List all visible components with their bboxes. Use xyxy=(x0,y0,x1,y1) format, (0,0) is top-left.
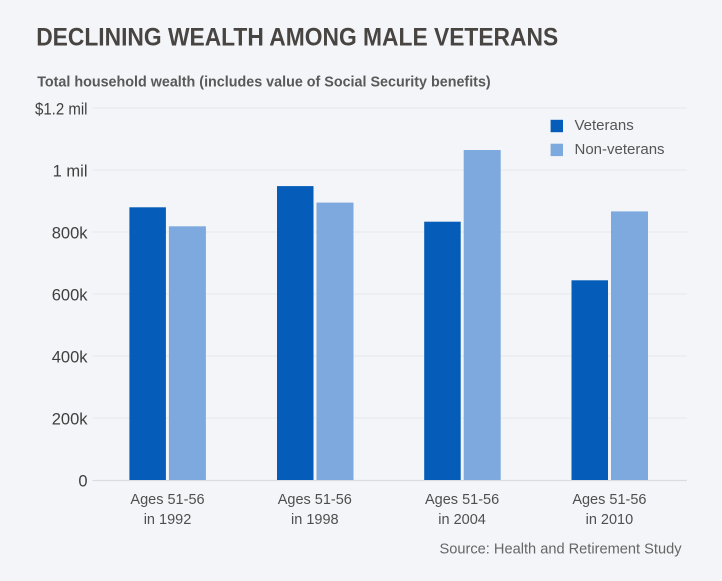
svg-text:800k: 800k xyxy=(52,225,89,243)
svg-text:Total household wealth (includ: Total household wealth (includes value o… xyxy=(37,74,491,91)
svg-text:in 2010: in 2010 xyxy=(586,512,634,528)
svg-text:Ages 51-56: Ages 51-56 xyxy=(572,492,646,508)
svg-text:in 1992: in 1992 xyxy=(144,512,192,528)
svg-text:Ages 51-56: Ages 51-56 xyxy=(278,492,352,508)
svg-text:1 mil: 1 mil xyxy=(53,163,88,181)
svg-text:Ages 51-56: Ages 51-56 xyxy=(130,492,204,508)
svg-text:0: 0 xyxy=(78,473,87,491)
svg-text:DECLINING WEALTH AMONG MALE VE: DECLINING WEALTH AMONG MALE VETERANS xyxy=(36,24,558,52)
svg-text:in 2004: in 2004 xyxy=(438,512,486,528)
svg-text:Source: Health and Retirement: Source: Health and Retirement Study xyxy=(440,541,682,558)
svg-text:600k: 600k xyxy=(52,287,89,305)
svg-text:Ages 51-56: Ages 51-56 xyxy=(425,492,499,508)
svg-text:Non-veterans: Non-veterans xyxy=(575,141,665,158)
svg-text:Veterans: Veterans xyxy=(575,117,634,134)
svg-text:200k: 200k xyxy=(52,411,89,429)
svg-text:400k: 400k xyxy=(52,349,89,367)
svg-text:$1.2 mil: $1.2 mil xyxy=(35,101,88,119)
svg-text:in 1998: in 1998 xyxy=(291,512,339,528)
